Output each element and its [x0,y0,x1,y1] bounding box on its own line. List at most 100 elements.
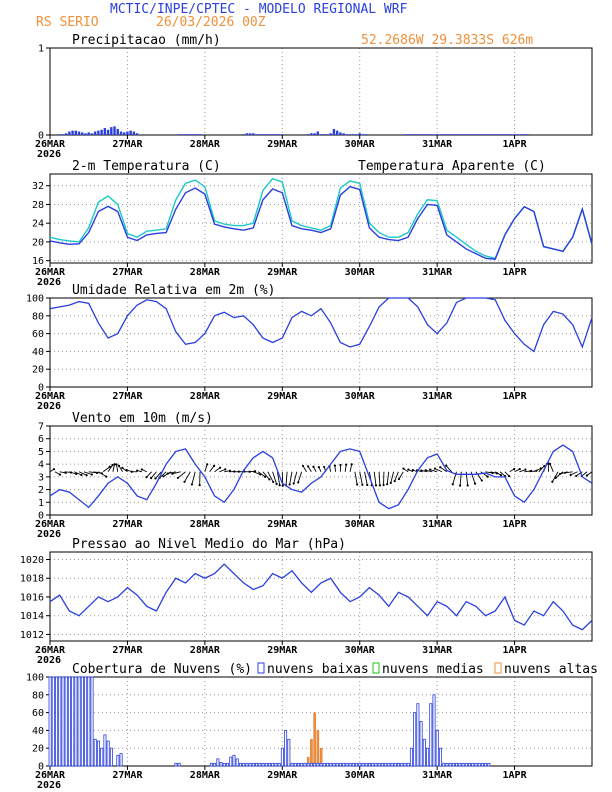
wind-arrow-head [508,474,511,478]
panel-humidity: 0 20 40 60 80 100 26MAR 27MAR 28MAR 29MAR 30MAR 31M… [26,283,593,412]
wind-arrow [214,467,221,473]
wind-arrow-head [411,469,414,472]
cloud-low-bar [377,762,381,767]
wind-arrow-head [486,475,489,478]
precip-bar [426,134,429,135]
precip-bar [429,134,432,135]
precip-bar [113,126,116,135]
wind-arrow-head [575,474,578,478]
cloud-low-bar [303,762,307,767]
wind-arrow [172,471,181,475]
x-tick-label: 29MAR [267,519,298,530]
cloud-low-bar [364,762,368,767]
precip-bar [345,134,349,135]
wind-arrow-head [190,483,194,486]
cloud-low-bar [232,754,236,767]
wind-arrow-head [429,468,432,471]
x-year-label: 2026 [37,277,61,288]
wind-arrow-head [224,468,227,471]
cloud-low-bar [80,676,84,767]
x-tick-label: 30MAR [345,267,376,278]
wind-arrow [490,471,498,474]
wind-arrow-head [466,484,469,487]
y-tick-label: 1012 [20,630,44,641]
cloud-low-bar [413,712,417,767]
cloud-low-bar [432,694,436,767]
y-tick-label: 1016 [20,592,44,603]
wind-arrow [533,467,542,473]
y-tick-label: 100 [26,294,44,305]
panel-frame [49,47,593,136]
cloud-low-bar [74,676,78,767]
precip-bar [242,134,245,135]
cloud-low-bar [345,762,349,767]
x-year-label: 2026 [37,149,61,160]
wind-arrow [167,471,176,475]
wind-arrow [378,471,381,486]
x-tick-label: 29MAR [267,645,298,656]
precip-bar [423,134,426,135]
wind-arrow-head [149,477,153,480]
precip-bar [410,134,413,135]
coords: 52.2686W 29.3833S 626m [361,33,533,48]
wind-arrow-head [80,473,83,477]
precip-bar [64,133,68,135]
wind-arrow [253,471,261,475]
x-tick-label: 31MAR [422,645,453,656]
y-tick-label: 16 [32,256,44,267]
cloud-low-bar [361,762,365,767]
location: RS SERIO [36,15,99,30]
y-tick-label: 4 [38,460,44,471]
legend-swatch [494,662,502,674]
cloud-low-bar [461,762,465,767]
wind-arrow-head [228,469,232,472]
y-tick-label: 3 [38,472,44,483]
wind-arrow-head [108,465,111,468]
precip-bar [342,133,345,135]
cloud-low-bar [177,762,181,767]
wind-arrow-head [105,475,108,478]
cloud-low-bar [409,747,413,767]
precip-bar [184,134,187,135]
cloud-low-bar [335,762,339,767]
precip-bar [455,134,458,135]
wind-arrow [570,471,578,476]
cloud-low-bar [267,762,271,767]
x-tick-label: 1APR [503,139,528,150]
wind-arrow-head [115,463,118,466]
cloud-high-bar [316,730,320,767]
x-tick-label: 27MAR [112,770,143,781]
cloud-low-bar [438,747,442,767]
precip-bar [452,134,455,135]
wind-arrow [191,471,196,485]
cloud-low-bar [209,762,213,767]
cloud-low-bar [55,676,59,767]
precip-bar [255,134,258,135]
x-tick-label: 31MAR [422,139,453,150]
precip-bar [77,131,81,135]
wind-arrow-head [317,466,320,469]
precip-bar [339,132,342,135]
series-pressure [49,563,593,631]
x-tick-label: 26MAR [35,267,66,278]
y-tick-label: 0 [38,131,44,142]
y-tick-label: 6 [38,434,44,445]
wind-arrow [262,471,270,480]
precip-bar [523,134,526,135]
wind-arrow [150,471,157,479]
panel-pressure: 1012 1014 1016 1018 1020 26MAR 27MAR 28MAR 29MAR… [20,537,593,666]
panel-frame [49,425,593,516]
wind-arrow-head [75,472,78,476]
wind-arrow-head [402,467,405,470]
cloud-low-bar [351,762,355,767]
precip-bar [245,133,248,135]
legend-swatch [257,662,265,674]
wind-arrow [248,470,256,473]
cloud-low-bar [406,762,410,767]
wind-arrow-head [301,464,305,468]
precip-bar [106,129,110,135]
cloud-low-bar [403,762,407,767]
cloud-low-bar [338,762,342,767]
x-tick-label: 29MAR [267,770,298,781]
